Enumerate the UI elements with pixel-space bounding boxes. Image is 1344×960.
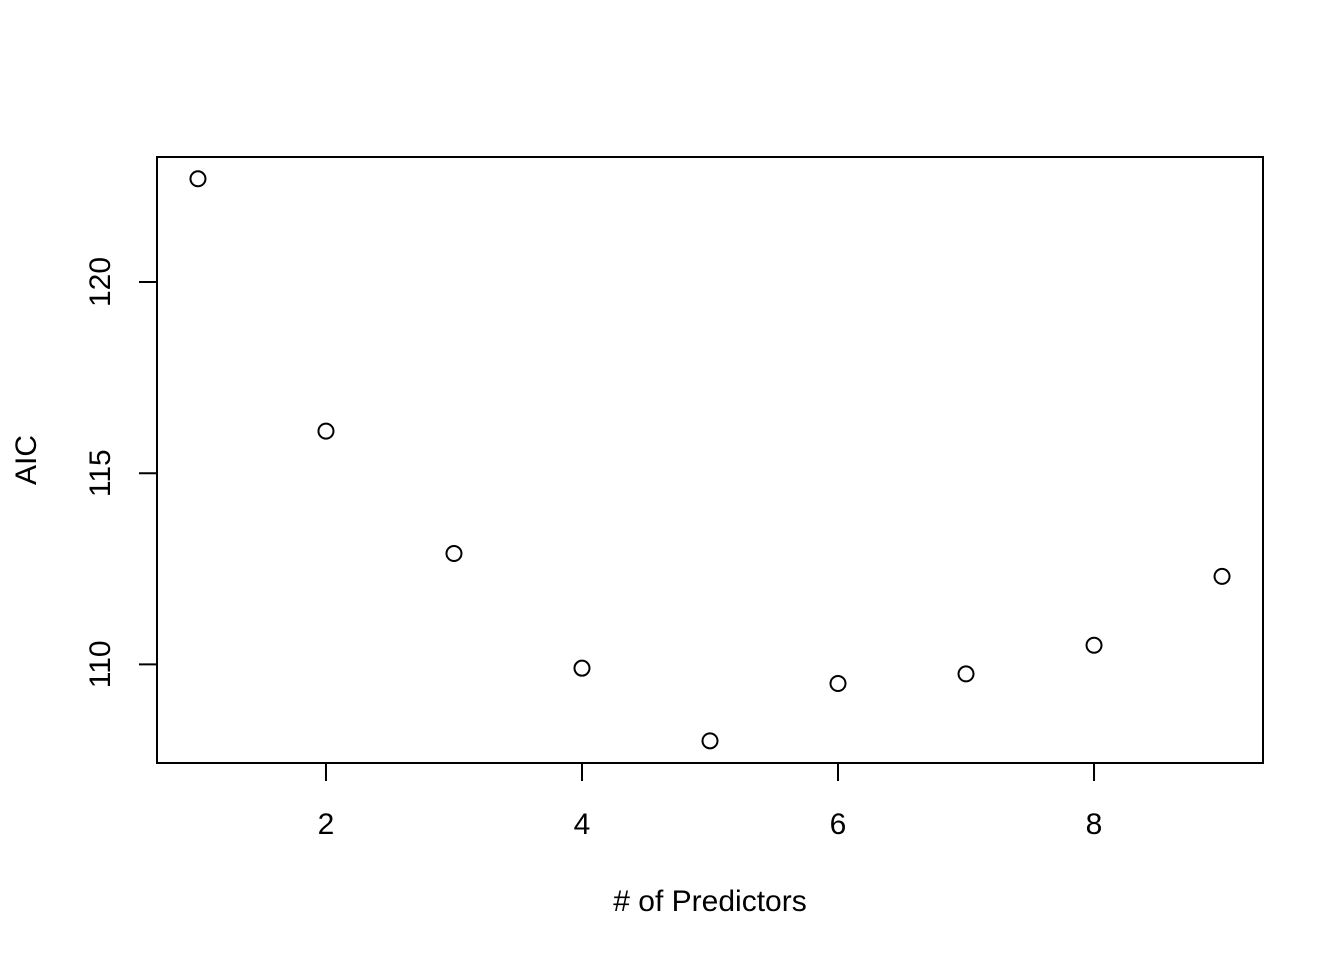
data-point xyxy=(701,732,719,750)
data-point xyxy=(317,422,335,440)
y-axis-label: AIC xyxy=(10,435,43,485)
x-tick-label: 4 xyxy=(574,808,591,841)
data-point xyxy=(1213,567,1231,585)
data-points xyxy=(189,170,1231,750)
y-tick-label: 115 xyxy=(84,449,117,497)
x-tick-label: 2 xyxy=(318,808,335,841)
y-tick-label: 120 xyxy=(84,257,117,307)
data-point xyxy=(189,170,207,188)
data-point xyxy=(829,674,847,692)
plot-frame xyxy=(156,156,1264,764)
y-tick-label: 110 xyxy=(84,640,117,688)
data-point xyxy=(573,659,591,677)
x-tick-label: 6 xyxy=(830,808,847,841)
x-axis-label: # of Predictors xyxy=(613,885,806,918)
data-point xyxy=(445,544,463,562)
x-tick-label: 8 xyxy=(1086,808,1103,841)
x-axis: 2 4 6 8 xyxy=(318,762,1103,841)
data-point xyxy=(957,665,975,683)
data-point xyxy=(1085,636,1103,654)
y-axis: 110 115 120 xyxy=(84,257,158,688)
